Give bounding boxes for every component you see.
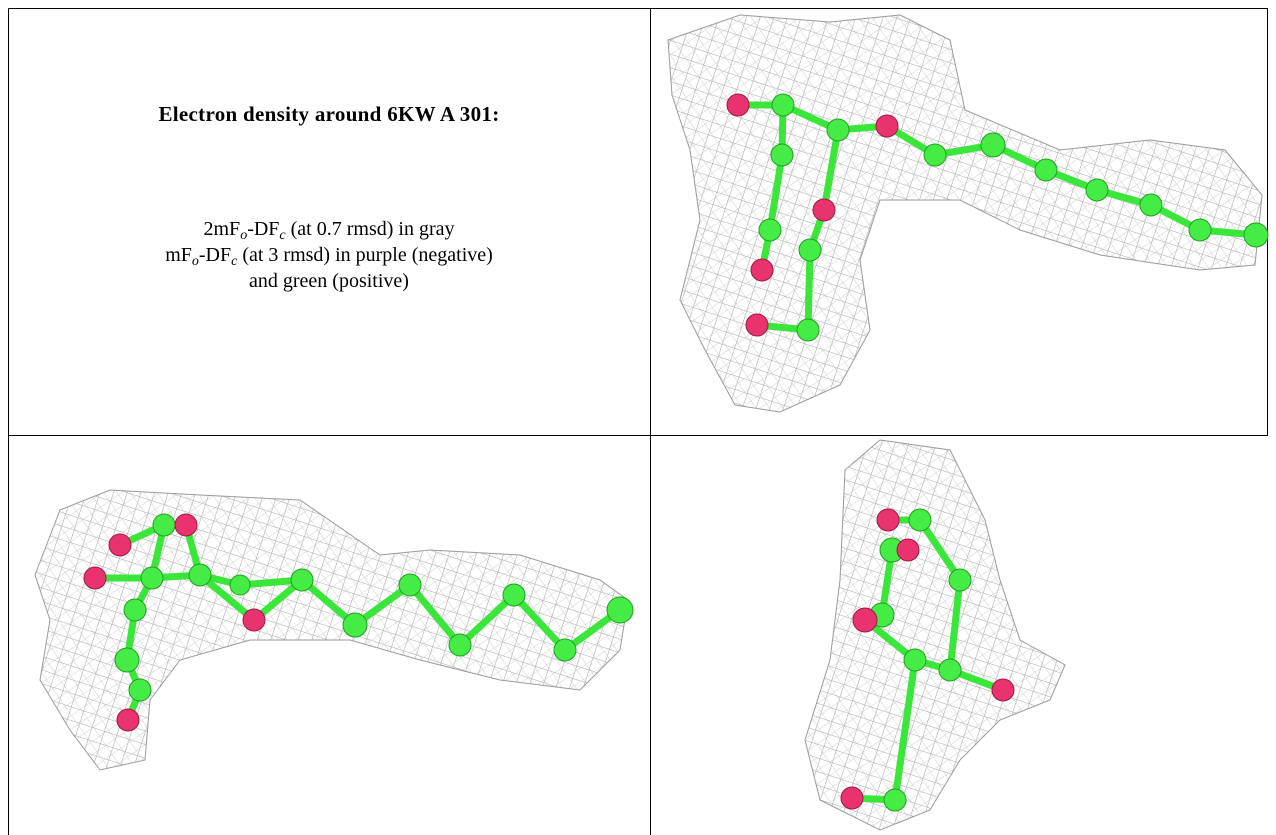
subscript: o <box>192 254 199 269</box>
density-panel-3 <box>805 440 1065 830</box>
density-panel-2 <box>35 490 633 770</box>
caption-line: and green (positive) <box>10 268 648 294</box>
text-run: (at 3 rmsd) in purple (negative) <box>237 244 492 266</box>
page: {"caption": {"title": "Electron density … <box>0 0 1276 835</box>
text-run: mF <box>165 244 192 266</box>
caption-line: mFo-DFc (at 3 rmsd) in purple (negative) <box>10 242 648 268</box>
caption-cell: Electron density around 6KW A 301: 2mFo-… <box>10 10 648 434</box>
text-run: 2mF <box>204 218 241 240</box>
text-run: (at 0.7 rmsd) in gray <box>286 218 455 240</box>
text-run: and green (positive) <box>249 270 409 292</box>
text-run: -DF <box>199 244 231 266</box>
caption-title: Electron density around 6KW A 301: <box>10 102 648 127</box>
text-run: -DF <box>247 218 279 240</box>
density-panel-1 <box>668 15 1268 412</box>
caption-line: 2mFo-DFc (at 0.7 rmsd) in gray <box>10 216 648 242</box>
